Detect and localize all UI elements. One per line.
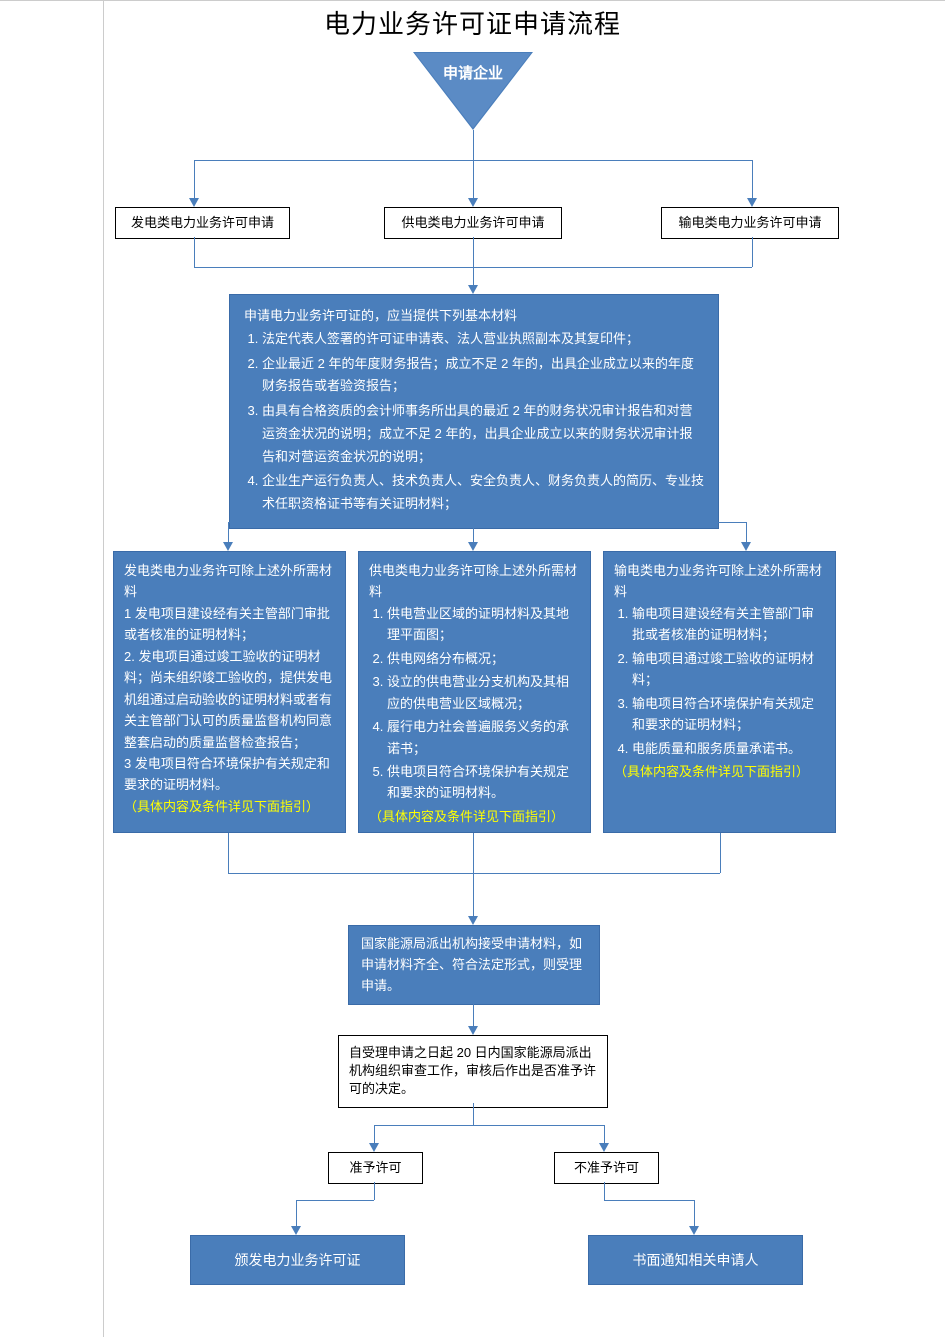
common-materials-box: 申请电力业务许可证的，应当提供下列基本材料 法定代表人签署的许可证申请表、法人营… [229, 294, 719, 529]
connector [694, 1200, 695, 1228]
connector [296, 1200, 374, 1201]
connector [296, 1200, 297, 1228]
page-root: 电力业务许可证申请流程 申请企业 发电类电力业务许可申请 供电类电力业务许可申请… [0, 0, 945, 1337]
connector [228, 522, 746, 523]
result-reject-box: 书面通知相关申请人 [588, 1235, 803, 1285]
connector [473, 237, 474, 287]
arrow-icon [468, 285, 478, 294]
list-item: 输电项目建设经有关主管部门审批或者核准的证明材料； [632, 603, 825, 646]
connector [374, 1182, 375, 1200]
detail-box-supply: 供电类电力业务许可除上述外所需材料 供电营业区域的证明材料及其地理平面图； 供电… [358, 551, 591, 833]
connector [604, 1182, 605, 1200]
arrow-icon [689, 1226, 699, 1235]
start-node: 申请企业 [413, 52, 533, 130]
start-node-label: 申请企业 [413, 62, 533, 83]
detail-footnote: （具体内容及条件详见下面指引） [614, 761, 825, 782]
branch-box-supply: 供电类电力业务许可申请 [384, 207, 562, 239]
list-item: 供电项目符合环境保护有关规定和要求的证明材料。 [387, 761, 580, 804]
top-margin-line [0, 0, 945, 1]
detail-box-generation: 发电类电力业务许可除上述外所需材料 1 发电项目建设经有关主管部门审批或者核准的… [113, 551, 346, 833]
result-approve-box: 颁发电力业务许可证 [190, 1235, 405, 1285]
list-item: 履行电力社会普遍服务义务的承诺书； [387, 716, 580, 759]
connector [746, 522, 747, 544]
arrow-icon [468, 1026, 478, 1035]
left-margin-line [103, 0, 104, 1337]
detail-footnote: （具体内容及条件详见下面指引） [124, 796, 335, 817]
common-materials-list: 法定代表人签署的许可证申请表、法人营业执照副本及其复印件； 企业最近 2 年的年… [244, 328, 704, 516]
branch-box-generation: 发电类电力业务许可申请 [115, 207, 290, 239]
arrow-icon [468, 916, 478, 925]
connector [473, 833, 474, 918]
detail-header: 发电类电力业务许可除上述外所需材料 [124, 560, 335, 603]
connector [752, 237, 753, 267]
detail-list: 输电项目建设经有关主管部门审批或者核准的证明材料； 输电项目通过竣工验收的证明材… [614, 603, 825, 759]
list-item: 3 发电项目符合环境保护有关规定和要求的证明材料。 [124, 753, 335, 796]
connector [604, 1125, 605, 1145]
connector [194, 267, 752, 268]
list-item: 由具有合格资质的会计师事务所出具的最近 2 年的财务状况审计报告和对营运资金状况… [262, 400, 704, 468]
detail-header: 输电类电力业务许可除上述外所需材料 [614, 560, 825, 603]
arrow-icon [468, 198, 478, 207]
list-item: 输电项目通过竣工验收的证明材料； [632, 648, 825, 691]
connector [194, 237, 195, 267]
detail-list: 供电营业区域的证明材料及其地理平面图； 供电网络分布概况； 设立的供电营业分支机… [369, 603, 580, 804]
review-box: 自受理申请之日起 20 日内国家能源局派出机构组织审查工作，审核后作出是否准予许… [338, 1035, 608, 1108]
connector [604, 1200, 694, 1201]
decision-approve-box: 准予许可 [328, 1152, 423, 1184]
arrow-icon [369, 1143, 379, 1152]
connector [194, 160, 195, 200]
connector [374, 1125, 375, 1145]
list-item: 供电营业区域的证明材料及其地理平面图； [387, 603, 580, 646]
list-item: 1 发电项目建设经有关主管部门审批或者核准的证明材料； [124, 603, 335, 646]
connector [473, 160, 474, 200]
list-item: 企业最近 2 年的年度财务报告；成立不足 2 年的，出具企业成立以来的年度财务报… [262, 353, 704, 399]
connector [752, 160, 753, 200]
list-item: 设立的供电营业分支机构及其相应的供电营业区域概况； [387, 671, 580, 714]
accept-box: 国家能源局派出机构接受申请材料，如申请材料齐全、符合法定形式，则受理申请。 [348, 925, 600, 1005]
arrow-icon [741, 542, 751, 551]
connector [473, 500, 474, 522]
list-item: 法定代表人签署的许可证申请表、法人营业执照副本及其复印件； [262, 328, 704, 351]
arrow-icon [599, 1143, 609, 1152]
list-item: 2. 发电项目通过竣工验收的证明材料；尚未组织竣工验收的，提供发电机组通过启动验… [124, 646, 335, 753]
arrow-icon [747, 198, 757, 207]
connector [473, 522, 474, 544]
connector [720, 833, 721, 873]
arrow-icon [223, 542, 233, 551]
arrow-icon [189, 198, 199, 207]
list-item: 电能质量和服务质量承诺书。 [632, 738, 825, 759]
connector [473, 130, 474, 160]
common-materials-header: 申请电力业务许可证的，应当提供下列基本材料 [244, 305, 704, 328]
branch-box-transmission: 输电类电力业务许可申请 [661, 207, 839, 239]
connector [228, 833, 229, 873]
connector [228, 522, 229, 544]
connector [374, 1125, 604, 1126]
arrow-icon [291, 1226, 301, 1235]
connector [473, 1103, 474, 1125]
detail-box-transmission: 输电类电力业务许可除上述外所需材料 输电项目建设经有关主管部门审批或者核准的证明… [603, 551, 836, 833]
list-item: 输电项目符合环境保护有关规定和要求的证明材料； [632, 693, 825, 736]
detail-footnote: （具体内容及条件详见下面指引） [369, 806, 580, 827]
connector [473, 1003, 474, 1028]
page-title: 电力业务许可证申请流程 [0, 4, 945, 41]
connector [228, 873, 720, 874]
arrow-icon [468, 542, 478, 551]
detail-header: 供电类电力业务许可除上述外所需材料 [369, 560, 580, 603]
list-item: 企业生产运行负责人、技术负责人、安全负责人、财务负责人的简历、专业技术任职资格证… [262, 470, 704, 516]
list-item: 供电网络分布概况； [387, 648, 580, 669]
decision-reject-box: 不准予许可 [554, 1152, 659, 1184]
